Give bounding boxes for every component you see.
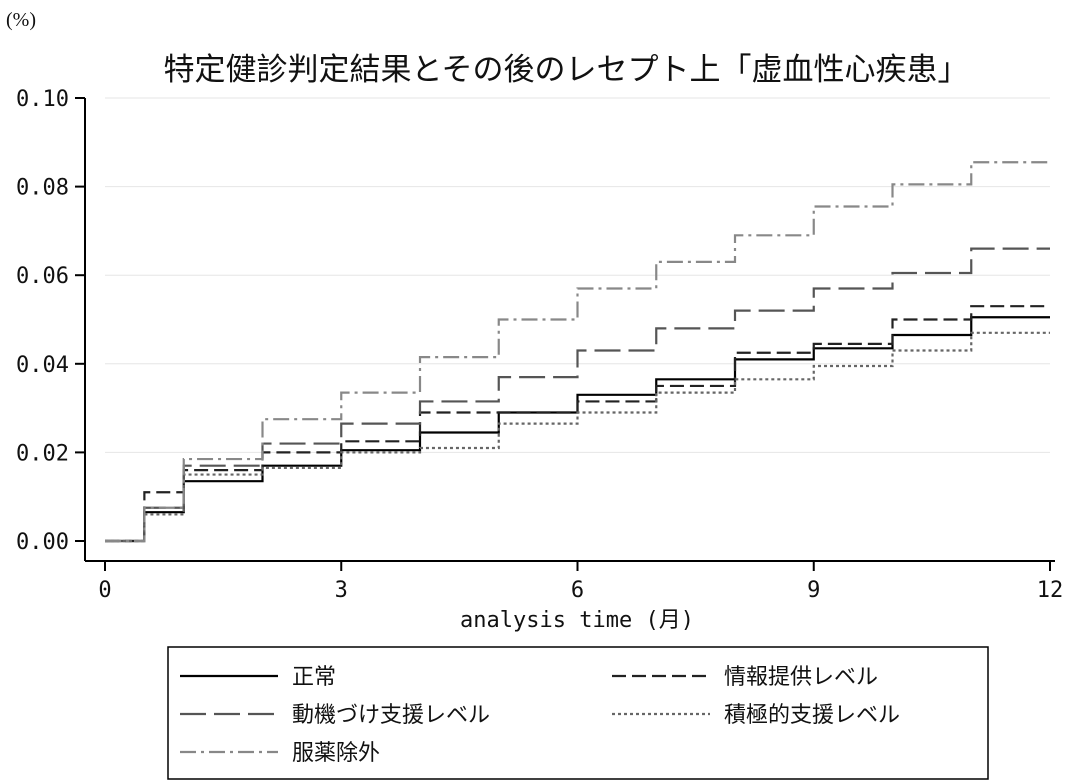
axes <box>75 97 1055 571</box>
x-tick-label: 6 <box>571 578 584 603</box>
legend-label: 情報提供レベル <box>724 665 878 690</box>
y-tick-label: 0.10 <box>16 87 69 112</box>
tick-labels: 0.00 0.02 0.04 0.06 0.08 0.10 0 3 6 9 12 <box>16 87 1063 603</box>
y-tick-label: 0.06 <box>16 264 69 289</box>
series-line-4 <box>105 331 1050 543</box>
y-tick-label: 0.04 <box>16 353 69 378</box>
x-tick-label: 9 <box>807 578 820 603</box>
legend-label: 服薬除外 <box>292 741 380 766</box>
x-tick-label: 3 <box>335 578 348 603</box>
legend-label: 動機づけ支援レベル <box>292 703 490 728</box>
x-tick-label: 12 <box>1037 578 1064 603</box>
x-axis-label: analysis time (月) <box>460 608 694 633</box>
y-unit-label: (%) <box>6 9 36 31</box>
x-tick-label: 0 <box>98 578 111 603</box>
series-line-3 <box>105 247 1050 543</box>
legend-label: 積極的支援レベル <box>724 703 900 728</box>
legend-label: 正常 <box>292 665 336 690</box>
y-tick-label: 0.02 <box>16 441 69 466</box>
series-line-5 <box>105 161 1050 543</box>
y-tick-label: 0.08 <box>16 176 69 201</box>
y-tick-label: 0.00 <box>16 530 69 555</box>
legend-box <box>167 646 989 780</box>
series-lines <box>105 161 1050 543</box>
chart-title: 特定健診判定結果とその後のレセプト上「虚血性心疾患」 <box>163 52 968 88</box>
